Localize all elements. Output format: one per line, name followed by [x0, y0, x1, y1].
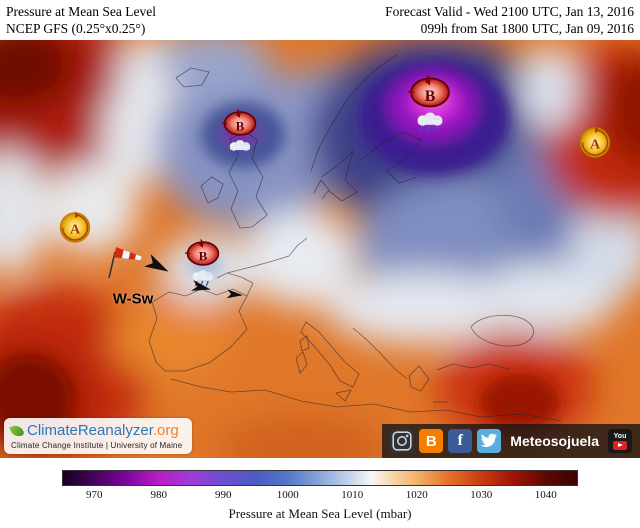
colorbar-tick-label: 970	[86, 489, 103, 501]
low-pressure-letter: B	[235, 118, 245, 133]
header: Pressure at Mean Sea Level NCEP GFS (0.2…	[0, 0, 640, 40]
anticyclone-ring-icon	[59, 211, 91, 243]
wind-arrow-icon	[144, 254, 169, 272]
high-pressure-letter: A	[69, 222, 81, 237]
wind-arrow-icon	[191, 280, 211, 291]
branding: ClimateReanalyzer.org Climate Change Ins…	[4, 418, 193, 454]
low-pressure-letter: B	[198, 248, 208, 263]
rain-cloud-icon	[417, 112, 443, 133]
page-title: Pressure at Mean Sea Level	[6, 4, 156, 19]
site-link[interactable]: ClimateReanalyzer.org	[27, 422, 179, 439]
colorbar-ticks: 970 980 990 1000 1010 1020 1030 1040	[62, 489, 578, 503]
pressure-map: B B	[0, 40, 640, 458]
twitter-icon[interactable]	[477, 429, 502, 453]
forecast-init-label: 099h from Sat 1800 UTC, Jan 09, 2016	[420, 21, 634, 36]
colorbar-tick-label: 990	[215, 489, 232, 501]
blogger-letter: B	[425, 432, 437, 450]
instagram-icon[interactable]	[390, 429, 415, 453]
site-name: ClimateReanalyzer	[27, 422, 153, 439]
high-pressure-system: A	[58, 211, 92, 250]
youtube-play-icon	[613, 440, 627, 450]
coastlines	[148, 54, 562, 422]
social-handle: Meteosojuela	[510, 433, 599, 449]
forecast-valid-label: Forecast Valid - Wed 2100 UTC, Jan 13, 2…	[385, 4, 634, 19]
blogger-icon[interactable]: B	[419, 429, 444, 453]
youtube-you-label: You	[613, 432, 627, 440]
colorbar-tick-label: 1010	[341, 489, 364, 501]
colorbar-tick-label: 1020	[405, 489, 428, 501]
wind-arrow-icon	[226, 289, 243, 299]
high-pressure-system: A	[578, 126, 612, 165]
institution-label: Climate Change Institute | University of…	[11, 441, 183, 450]
site-tld: .org	[152, 422, 179, 439]
windsock-icon	[108, 247, 142, 279]
colorbar-tick-label: 1000	[276, 489, 299, 501]
colorbar-tick-label: 1040	[534, 489, 557, 501]
anticyclone-ring-icon	[579, 126, 611, 158]
leaf-icon	[9, 422, 25, 439]
rain-cloud-icon	[229, 140, 251, 157]
low-pressure-system: B	[176, 235, 221, 287]
pressure-field	[0, 40, 640, 458]
model-label: NCEP GFS (0.25°x0.25°)	[6, 21, 146, 36]
colorbar-caption: Pressure at Mean Sea Level (mbar)	[228, 506, 412, 521]
high-pressure-letter: A	[589, 137, 601, 152]
colorbar-gradient	[62, 470, 578, 486]
low-pressure-letter: B	[424, 85, 436, 104]
wind-direction-label: W-Sw	[112, 290, 154, 308]
colorbar-tick-label: 980	[150, 489, 168, 501]
low-pressure-system: B	[397, 70, 452, 133]
low-pressure-system: B	[213, 105, 258, 157]
rain-cloud-icon	[192, 270, 214, 287]
youtube-icon[interactable]: You	[608, 429, 632, 453]
facebook-letter: f	[457, 432, 463, 449]
colorbar-tick-label: 1030	[470, 489, 493, 501]
social-bar: B f Meteosojuela You	[382, 424, 640, 458]
colorbar-legend: 970 980 990 1000 1010 1020 1030 1040 Pre…	[0, 458, 640, 528]
facebook-icon[interactable]: f	[448, 429, 473, 453]
